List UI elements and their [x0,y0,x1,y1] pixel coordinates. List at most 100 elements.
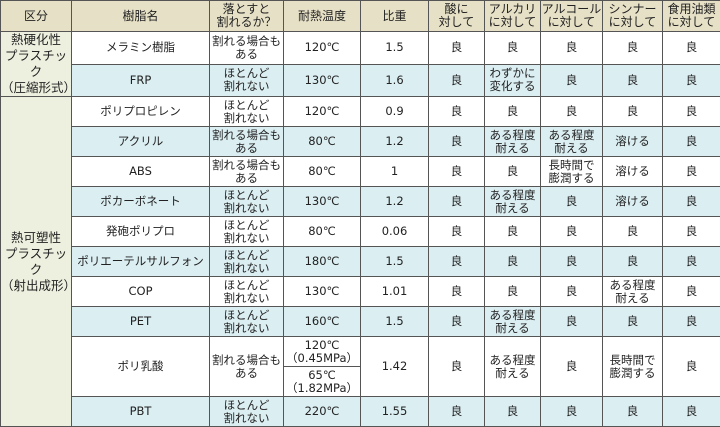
header-heat-resistance: 耐熱温度 [284,1,361,32]
resin-name-cell: ポリ乳酸 [72,337,210,397]
header-row: 区分樹脂名落とすと 割れるか？耐熱温度比重酸に 対してアルカリ に対してアルコー… [1,1,720,32]
alkali-cell: ある程度 耐える [485,127,541,157]
edible-oil-cell: 良 [663,97,720,127]
heat-resistance-cell: 120℃ [284,97,361,127]
thinner-cell: 良 [603,97,663,127]
specific-gravity-cell: 1.01 [361,277,429,307]
resin-name-cell: ABS [72,157,210,187]
header-alkali: アルカリ に対して [485,1,541,32]
heat-resistance-cell: 80℃ [284,217,361,247]
specific-gravity-cell: 1.42 [361,337,429,397]
drop-breakage-cell: ほとんど 割れない [210,187,284,217]
specific-gravity-cell: 0.9 [361,97,429,127]
thinner-cell: 良 [603,64,663,97]
thinner-cell: 溶ける [603,127,663,157]
acid-cell: 良 [429,247,485,277]
header-thinner: シンナー に対して [603,1,663,32]
resin-name-cell: ポリプロピレン [72,97,210,127]
specific-gravity-cell: 0.06 [361,217,429,247]
acid-cell: 良 [429,187,485,217]
acid-cell: 良 [429,397,485,427]
drop-breakage-cell: ほとんど 割れない [210,247,284,277]
drop-breakage-cell: ほとんど 割れない [210,397,284,427]
alkali-cell: ある程度 耐える [485,307,541,337]
specific-gravity-cell: 1.2 [361,127,429,157]
alkali-cell: 良 [485,97,541,127]
specific-gravity-cell: 1.55 [361,397,429,427]
heat-resistance-cell: 80℃ [284,127,361,157]
header-alcohol: アルコール に対して [541,1,603,32]
acid-cell: 良 [429,337,485,397]
acid-cell: 良 [429,32,485,65]
specific-gravity-cell: 1.5 [361,307,429,337]
alkali-cell: 良 [485,217,541,247]
header-acid: 酸に 対して [429,1,485,32]
heat-resistance-cell: 120℃ （0.45MPa）65℃ （1.82MPa） [284,337,361,397]
alkali-cell: 良 [485,397,541,427]
heat-resistance-cell: 220℃ [284,397,361,427]
alcohol-cell: 良 [541,247,603,277]
alcohol-cell: 良 [541,187,603,217]
edible-oil-cell: 良 [663,337,720,397]
specific-gravity-cell: 1.5 [361,247,429,277]
thinner-cell: 良 [603,217,663,247]
heat-resistance-cell: 130℃ [284,187,361,217]
resin-name-cell: PET [72,307,210,337]
alcohol-cell: 良 [541,217,603,247]
header-specific-gravity: 比重 [361,1,429,32]
edible-oil-cell: 良 [663,277,720,307]
edible-oil-cell: 良 [663,187,720,217]
edible-oil-cell: 良 [663,157,720,187]
acid-cell: 良 [429,97,485,127]
category-cell: 熱硬化性 プラスチック （圧縮形式） [1,32,72,97]
resin-name-cell: メラミン樹脂 [72,32,210,65]
drop-breakage-cell: 割れる場合も ある [210,157,284,187]
header-resin-name: 樹脂名 [72,1,210,32]
thinner-cell: 溶ける [603,187,663,217]
alkali-cell: ある程度 耐える [485,187,541,217]
heat-resistance-cell: 130℃ [284,64,361,97]
header-category: 区分 [1,1,72,32]
acid-cell: 良 [429,277,485,307]
resin-name-cell: 発砲ポリプロ [72,217,210,247]
alkali-cell: 良 [485,32,541,65]
thinner-cell: 良 [603,247,663,277]
thinner-cell: 良 [603,32,663,65]
edible-oil-cell: 良 [663,397,720,427]
drop-breakage-cell: ほとんど 割れない [210,277,284,307]
edible-oil-cell: 良 [663,127,720,157]
drop-breakage-cell: ほとんど 割れない [210,307,284,337]
drop-breakage-cell: 割れる場合も ある [210,32,284,65]
resin-name-cell: PBT [72,397,210,427]
resin-name-cell: FRP [72,64,210,97]
heat-resistance-cell: 120℃ [284,32,361,65]
drop-breakage-cell: 割れる場合も ある [210,127,284,157]
resin-name-cell: アクリル [72,127,210,157]
alcohol-cell: 良 [541,32,603,65]
acid-cell: 良 [429,157,485,187]
thinner-cell: ある程度 耐える [603,277,663,307]
header-drop-breakage: 落とすと 割れるか？ [210,1,284,32]
heat-split: 120℃ （0.45MPa）65℃ （1.82MPa） [284,337,360,396]
alcohol-cell: 良 [541,397,603,427]
acid-cell: 良 [429,217,485,247]
heat-resistance-cell: 160℃ [284,307,361,337]
resin-name-cell: ポカーボネート [72,187,210,217]
edible-oil-cell: 良 [663,307,720,337]
category-cell: 熱可塑性 プラスチック （射出成形） [1,97,72,427]
specific-gravity-cell: 1 [361,157,429,187]
acid-cell: 良 [429,307,485,337]
thinner-cell: 良 [603,307,663,337]
heat-resistance-value: 65℃ （1.82MPa） [284,366,360,396]
thinner-cell: 長時間で 膨潤する [603,337,663,397]
